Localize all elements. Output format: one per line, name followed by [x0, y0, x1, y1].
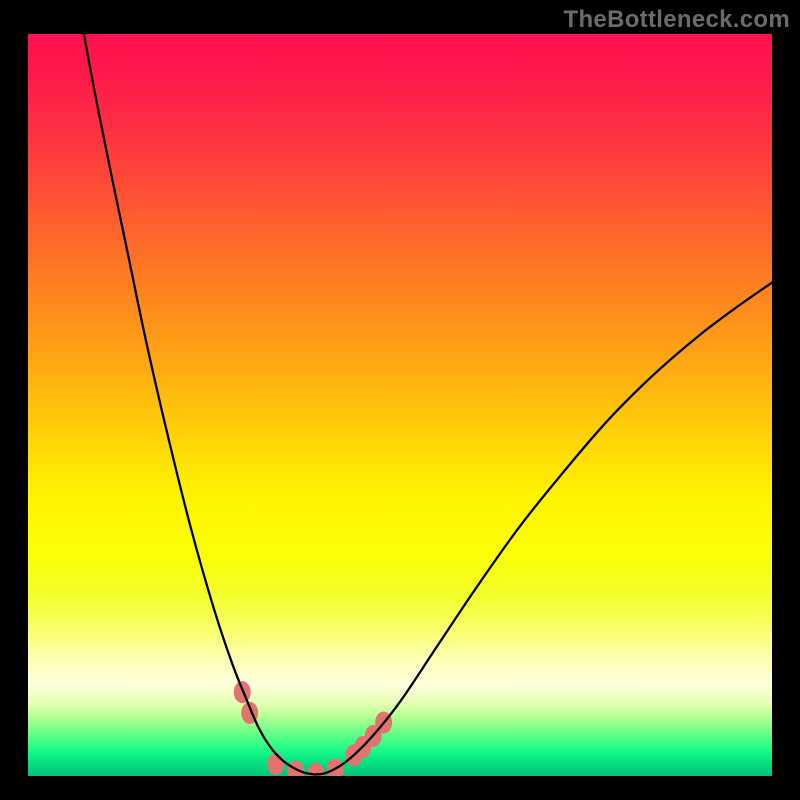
curve-marker — [267, 753, 284, 775]
chart-svg — [28, 34, 772, 776]
gradient-background — [28, 34, 772, 776]
plot-area — [28, 34, 772, 776]
watermark-label: TheBottleneck.com — [564, 6, 790, 34]
